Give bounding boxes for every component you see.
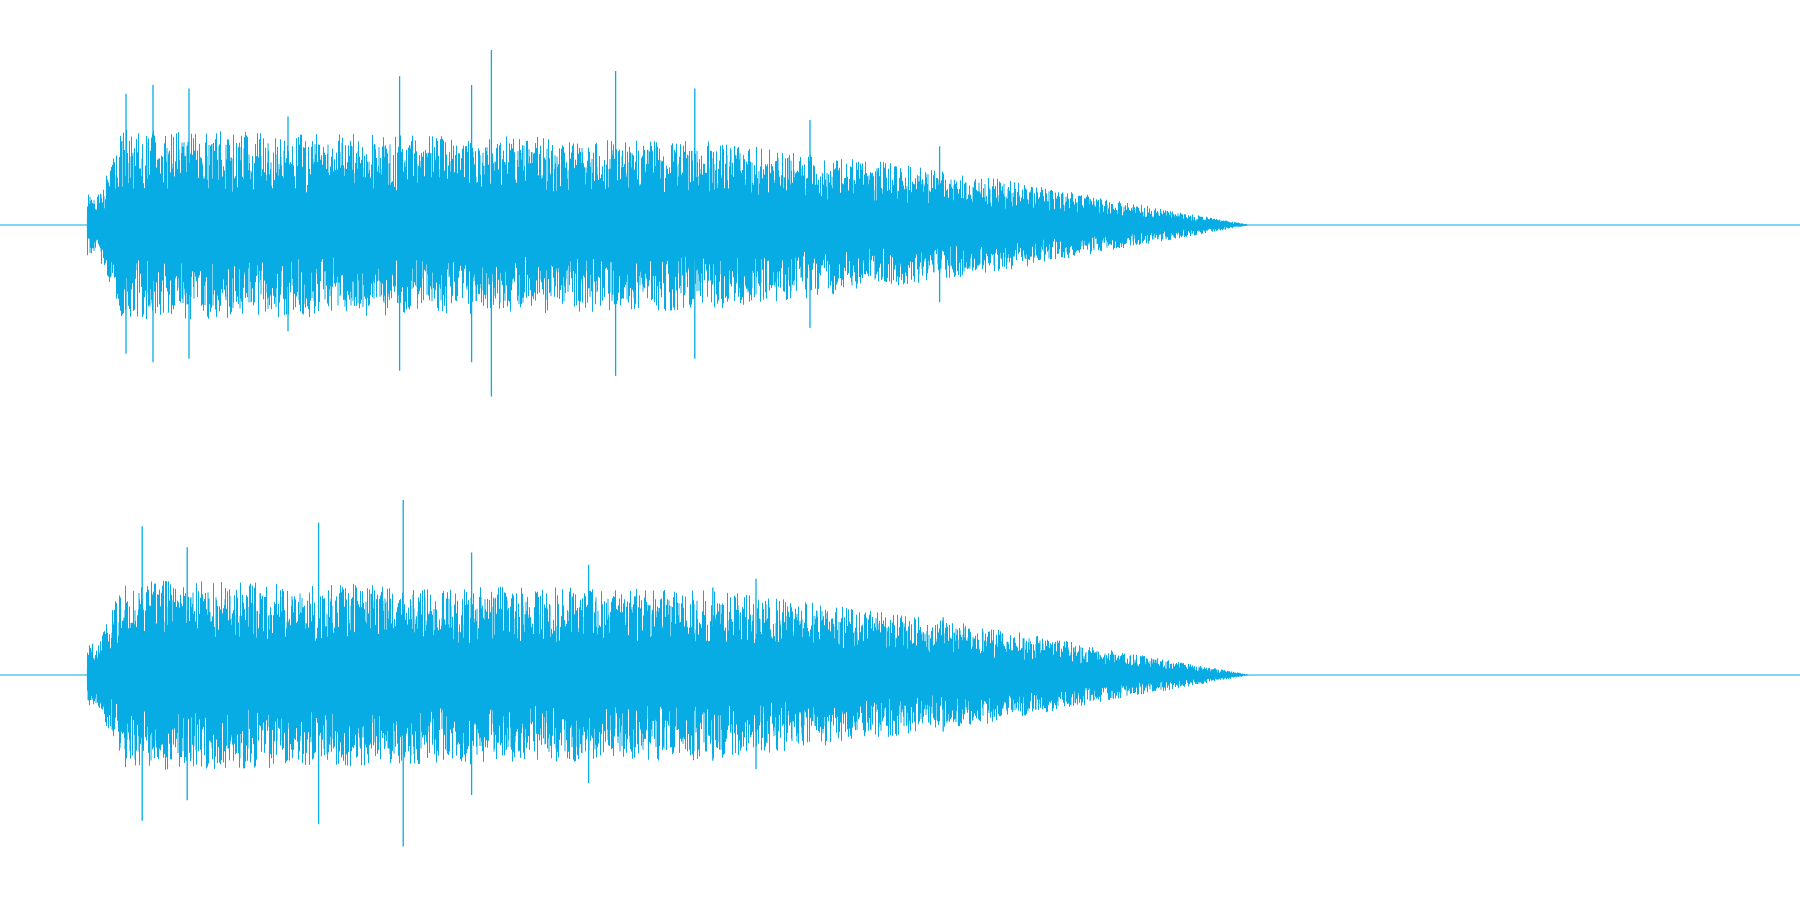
channel-2-core: [86, 648, 1251, 702]
channel-1-core: [86, 198, 1251, 252]
channel-1-waveform: [0, 50, 1800, 397]
channel-2-waveform: [0, 500, 1800, 847]
